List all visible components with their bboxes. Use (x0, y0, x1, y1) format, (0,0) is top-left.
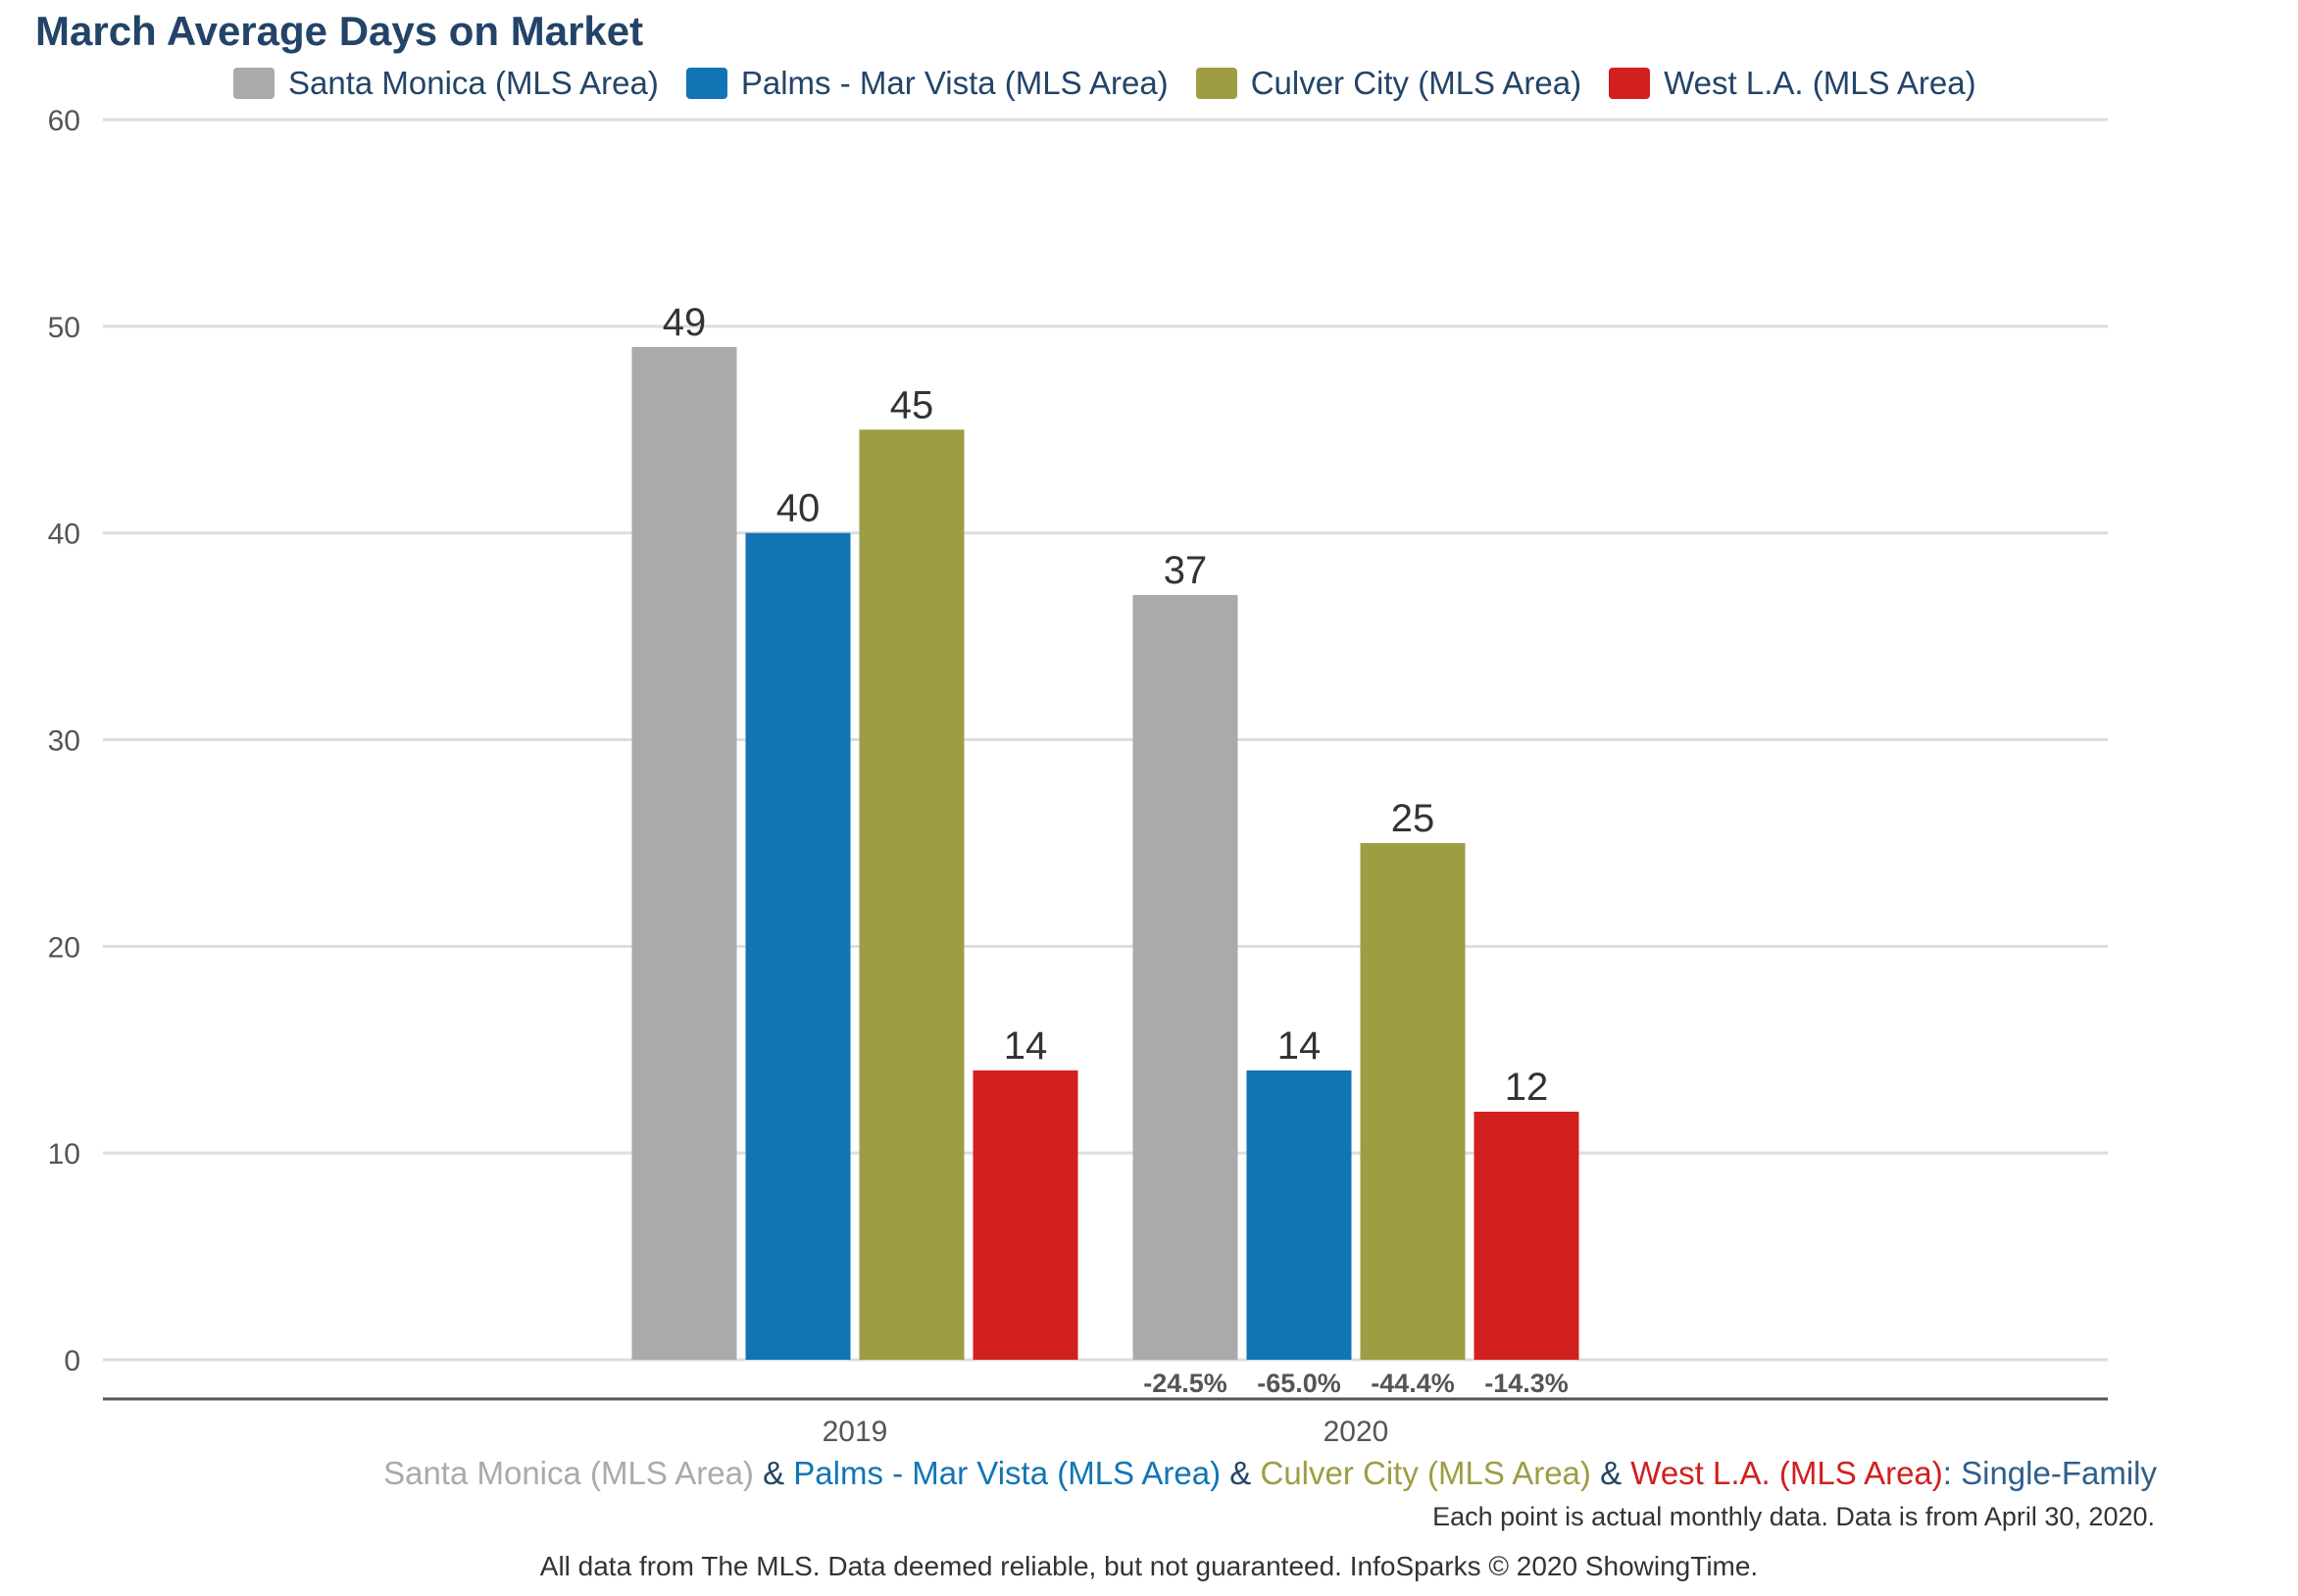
x-tick-label: 2019 (823, 1416, 888, 1448)
subtitle-part: & (1590, 1455, 1631, 1491)
subtitle-part: Culver City (MLS Area) (1260, 1455, 1591, 1491)
subtitle-part: Palms - Mar Vista (MLS Area) (793, 1455, 1222, 1491)
bar-value-label: 14 (1004, 1024, 1048, 1068)
bar (631, 346, 737, 1361)
legend-swatch (685, 68, 727, 99)
bar (1474, 1112, 1579, 1360)
y-tick-label: 60 (48, 105, 80, 137)
y-tick-label: 30 (48, 725, 80, 758)
legend-item: West L.A. (MLS Area) (1609, 65, 1976, 102)
legend: Santa Monica (MLS Area) Palms - Mar Vista… (233, 65, 2004, 102)
y-tick-label: 40 (48, 519, 80, 551)
subtitle-part: : Single-Family (1942, 1455, 2157, 1491)
legend-swatch (1195, 68, 1237, 99)
bar-value-label: 45 (890, 383, 934, 426)
bar (1132, 594, 1238, 1360)
legend-item: Palms - Mar Vista (MLS Area) (685, 65, 1169, 102)
legend-item: Santa Monica (MLS Area) (233, 65, 659, 102)
bar (859, 429, 965, 1360)
legend-label: West L.A. (MLS Area) (1664, 65, 1976, 101)
subtitle-part: Santa Monica (MLS Area) (383, 1455, 754, 1491)
footer-credit: All data from The MLS. Data deemed relia… (539, 1551, 1759, 1581)
legend-label: Culver City (MLS Area) (1250, 65, 1582, 101)
legend-item: Culver City (MLS Area) (1195, 65, 1582, 102)
bar-value-label: 37 (1164, 549, 1208, 592)
change-label: -14.3% (1484, 1369, 1569, 1398)
y-tick-label: 10 (48, 1138, 80, 1171)
bar-value-label: 25 (1391, 797, 1435, 840)
y-tick-label: 0 (64, 1345, 80, 1377)
data-note: Each point is actual monthly data. Data … (1432, 1502, 2155, 1531)
change-label: -44.4% (1371, 1369, 1455, 1398)
subtitle-part: & (753, 1455, 794, 1491)
legend-swatch (1609, 68, 1651, 99)
bar (745, 532, 851, 1360)
bar-value-label: 14 (1277, 1024, 1322, 1068)
subtitle-part: & (1221, 1455, 1261, 1491)
chart-subtitle: Santa Monica (MLS Area) & Palms - Mar Vi… (383, 1455, 2157, 1492)
bar-value-label: 40 (776, 487, 821, 530)
bar-value-label: 12 (1505, 1066, 1549, 1109)
subtitle-part: West L.A. (MLS Area) (1630, 1455, 1943, 1491)
legend-label: Palms - Mar Vista (MLS Area) (740, 65, 1169, 101)
legend-label: Santa Monica (MLS Area) (288, 65, 659, 101)
change-label: -65.0% (1257, 1369, 1341, 1398)
chart-title: March Average Days on Market (35, 8, 644, 54)
bar (973, 1070, 1078, 1360)
bar (1360, 842, 1466, 1360)
bar-value-label: 49 (663, 301, 707, 344)
bar (1246, 1070, 1352, 1360)
change-label: -24.5% (1143, 1369, 1227, 1398)
x-tick-label: 2020 (1324, 1416, 1389, 1448)
legend-swatch (233, 68, 275, 99)
y-tick-label: 50 (48, 312, 80, 344)
y-tick-label: 20 (48, 931, 80, 964)
